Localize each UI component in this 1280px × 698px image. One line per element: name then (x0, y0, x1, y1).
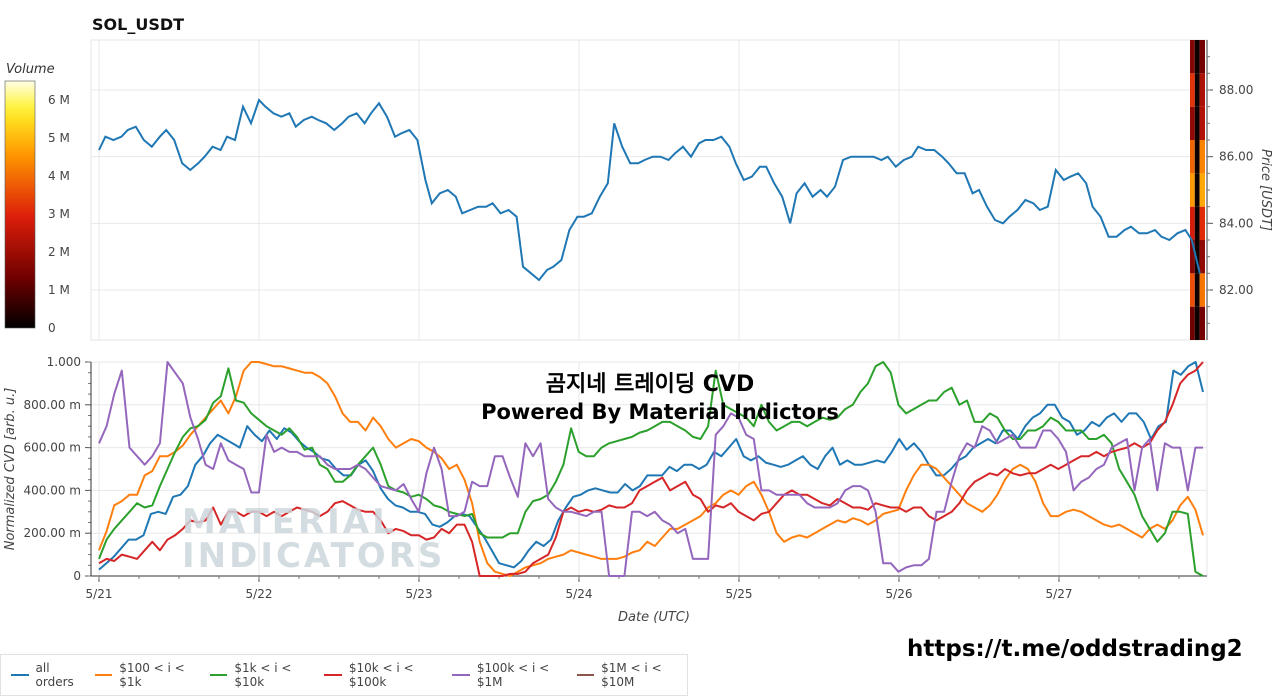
colorbar-tick-label: 4 M (48, 169, 70, 183)
chart-title: SOL_USDT (92, 15, 185, 34)
heatmap-cell (1199, 240, 1205, 274)
legend-swatch (324, 674, 342, 676)
heatmap-cell (1190, 206, 1195, 240)
cvd-series-line (98, 361, 1204, 577)
legend-label: $100k < i < $1M (476, 661, 550, 689)
overlay-powered-by: Powered By Material Indictors (481, 400, 839, 424)
legend-swatch (452, 674, 470, 676)
legend-swatch (209, 674, 228, 676)
watermark-line-1: MATERIAL (182, 502, 397, 542)
heatmap-cell (1199, 273, 1205, 307)
heatmap-cell (1194, 273, 1200, 307)
material-indicators-watermark: MATERIAL INDICATORS (182, 505, 445, 573)
price-tick-label: 82.00 (1219, 283, 1253, 297)
legend-item[interactable]: $100k < i < $1M (452, 661, 566, 689)
colorbar-tick-label: 2 M (48, 245, 70, 259)
watermark-line-2: INDICATORS (182, 536, 446, 576)
legend-label: all orders (35, 661, 74, 689)
cvd-x-tick-label: 5/24 (566, 587, 593, 601)
heatmap-cell (1199, 306, 1205, 340)
legend-swatch (94, 674, 113, 676)
cvd-tick-label: 200.00 m (24, 526, 82, 540)
heatmap-cell (1190, 140, 1195, 174)
price-tick-label: 84.00 (1219, 216, 1253, 230)
price-axis-label: Price [USDT] (1258, 149, 1273, 231)
heatmap-cell (1190, 106, 1195, 140)
legend-label: $100 < i < $1k (119, 661, 185, 689)
heatmap-cell (1199, 40, 1205, 74)
heatmap-cell (1199, 206, 1205, 240)
heatmap-cell (1190, 173, 1195, 207)
heatmap-cell (1199, 106, 1205, 140)
colorbar-tick-label: 6 M (48, 93, 70, 107)
price-line (98, 98, 1201, 282)
cvd-y-axis-label: Normalized CVD [arb. u.] (3, 388, 18, 551)
heatmap-cell (1199, 173, 1205, 207)
heatmap-cell (1194, 206, 1200, 240)
cvd-legend: all orders $100 < i < $1k $1k < i < $10k $1… (0, 654, 688, 696)
colorbar-tick-label: 5 M (48, 131, 70, 145)
legend-item[interactable]: $1k < i < $10k (209, 661, 314, 689)
colorbar-title: Volume (6, 62, 55, 77)
heatmap-cell (1194, 73, 1200, 107)
price-tick-label: 86.00 (1219, 150, 1253, 164)
cvd-tick-label: 600.00 m (24, 441, 82, 455)
legend-swatch (576, 674, 595, 676)
cvd-series-line (98, 361, 1204, 577)
volume-colorbar: 0 1 M 2 M 3 M 4 M 5 M 6 M (4, 80, 70, 335)
overlay-title-korean: 곰지네 트레이딩 CVD (545, 372, 755, 397)
legend-label: $10k < i < $100k (348, 661, 414, 689)
cvd-series-line (98, 361, 1204, 571)
heatmap-cell (1194, 306, 1200, 340)
legend-item[interactable]: $100 < i < $1k (94, 661, 200, 689)
legend-item[interactable]: $10k < i < $100k (324, 661, 442, 689)
legend-swatch (11, 674, 29, 676)
heatmap-cell (1190, 73, 1195, 107)
heatmap-cell (1194, 140, 1200, 174)
cvd-x-axis-label: Date (UTC) (618, 610, 690, 625)
cvd-x-tick-label: 5/21 (86, 587, 113, 601)
heatmap-cell (1194, 40, 1200, 74)
cvd-series-line (98, 361, 1204, 577)
legend-label: $1k < i < $10k (234, 661, 292, 689)
heatmap-cell (1194, 173, 1200, 207)
heatmap-cell (1190, 40, 1195, 74)
telegram-url[interactable]: https://t.me/oddstrading2 (907, 636, 1243, 662)
cvd-x-tick-label: 5/25 (726, 587, 753, 601)
cvd-tick-label: 0 (73, 569, 81, 583)
heatmap-cell (1190, 240, 1195, 274)
heatmap-cell (1199, 140, 1205, 174)
colorbar-tick-label: 0 (48, 321, 56, 335)
legend-item[interactable]: $1M < i < $10M (576, 661, 688, 689)
cvd-tick-label: 800.00 m (24, 398, 82, 412)
price-tick-label: 88.00 (1219, 83, 1253, 97)
cvd-x-tick-label: 5/22 (246, 587, 273, 601)
cvd-panel: 0 200.00 m 400.00 m 600.00 m 800.00 m 1.000 5/… (3, 355, 1208, 625)
cvd-tick-label: 1.000 (47, 355, 81, 369)
cvd-tick-label: 400.00 m (24, 483, 82, 497)
cvd-x-tick-label: 5/23 (406, 587, 433, 601)
colorbar-tick-label: 1 M (48, 283, 70, 297)
heatmap-cell (1190, 306, 1195, 340)
colorbar-tick-label: 3 M (48, 207, 70, 221)
heatmap-cell (1199, 73, 1205, 107)
cvd-plot-area (90, 361, 1208, 577)
price-panel: 82.00 84.00 86.00 88.00 Price [USDT] (90, 39, 1273, 341)
cvd-x-tick-label: 5/26 (886, 587, 913, 601)
heatmap-cell (1190, 273, 1195, 307)
heatmap-cell (1194, 240, 1200, 274)
legend-item[interactable]: all orders (11, 661, 85, 689)
cvd-x-tick-label: 5/27 (1046, 587, 1073, 601)
legend-label: $1M < i < $10M (601, 661, 662, 689)
heatmap-cell (1194, 106, 1200, 140)
cvd-series-line (98, 361, 1203, 577)
